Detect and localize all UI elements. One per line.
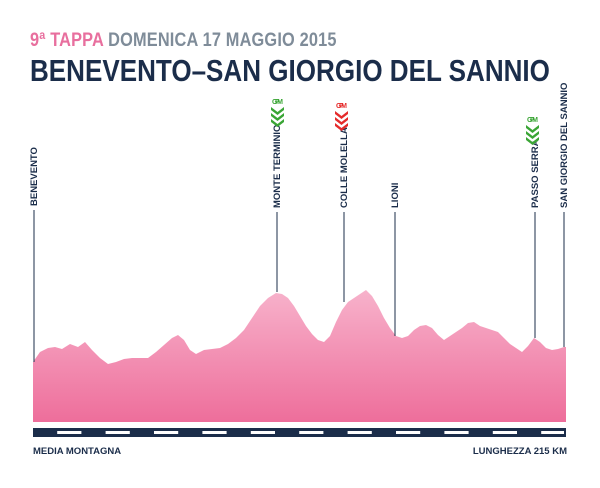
difficulty-category: MEDIA MONTAGNA xyxy=(33,446,122,457)
scale-segment xyxy=(347,431,372,434)
scale-segment xyxy=(492,431,517,434)
gpm-marker-passo-serra: GPM xyxy=(526,117,539,145)
scale-segment xyxy=(202,431,227,434)
place-label-passo-serra: PASSO SERRA xyxy=(530,139,541,208)
route-title: BENEVENTO–SAN GIORGIO DEL SANNIO xyxy=(30,53,550,88)
stage-length: LUNGHEZZA 215 KM xyxy=(472,446,567,457)
stage-header: 9ª TAPPA DOMENICA 17 MAGGIO 2015 xyxy=(30,30,387,52)
place-label-benevento: BENEVENTO xyxy=(29,147,40,206)
scale-segment xyxy=(154,431,179,434)
scale-segment xyxy=(299,431,324,434)
stage-date: DOMENICA 17 MAGGIO 2015 xyxy=(108,30,337,51)
stage-line: 9ª TAPPA DOMENICA 17 MAGGIO 2015 xyxy=(30,30,337,52)
scale-segment xyxy=(541,431,564,434)
scale-segment xyxy=(396,431,421,434)
place-label-lioni: LIONI xyxy=(390,183,401,208)
gpm-label: GPM xyxy=(336,103,347,110)
gpm-label: GPM xyxy=(527,117,538,124)
stage-number: 9ª TAPPA xyxy=(30,30,104,51)
distance-scale-bar xyxy=(33,428,566,437)
gpm-chevron-icon xyxy=(335,111,348,131)
place-label-san-giorgio: SAN GIORGIO DEL SANNIO xyxy=(559,83,570,208)
place-label-colle-molella: COLLE MOLELLA xyxy=(339,127,350,208)
gpm-marker-monte-terminio: GPM xyxy=(271,99,284,127)
gpm-marker-colle-molella: GPM xyxy=(335,103,348,131)
scale-segment xyxy=(250,431,275,434)
place-label-monte-terminio: MONTE TERMINIO xyxy=(272,125,283,208)
gpm-chevron-icon xyxy=(526,125,539,145)
elevation-profile-area xyxy=(33,290,566,422)
scale-segment xyxy=(57,431,82,434)
gpm-chevron-icon xyxy=(271,107,284,127)
scale-segment xyxy=(105,431,130,434)
gpm-label: GPM xyxy=(272,99,283,106)
scale-segment xyxy=(444,431,469,434)
